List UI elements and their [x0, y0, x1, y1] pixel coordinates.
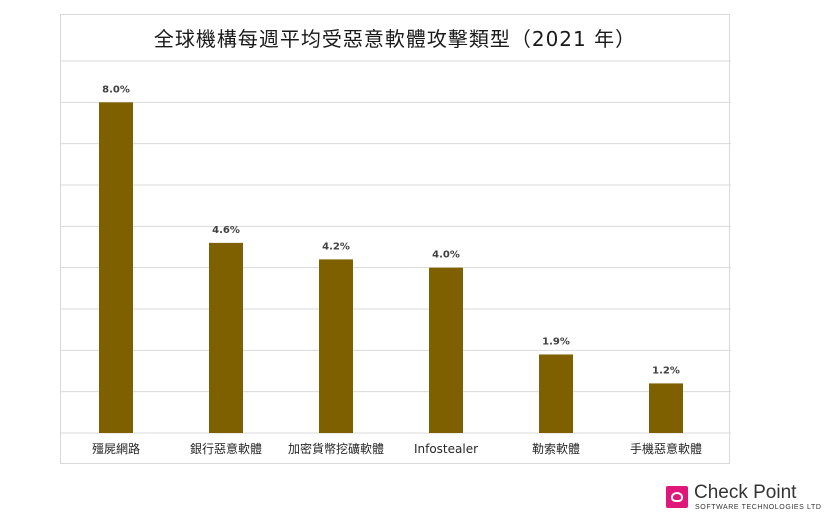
check-point-logo-icon [666, 486, 688, 508]
data-label: 8.0% [102, 84, 130, 95]
data-label: 4.2% [322, 241, 350, 252]
data-label: 1.9% [542, 336, 570, 347]
data-label: 1.2% [652, 365, 680, 376]
bar [209, 242, 243, 433]
brand-tagline: SOFTWARE TECHNOLOGIES LTD [695, 504, 822, 511]
plot-area: 8.0% 殭屍網路 4.6% 銀行惡意軟體 4.2% 加密貨幣挖礦軟體 4.0% Infost… [61, 60, 731, 456]
chart-title: 全球機構每週平均受惡意軟體攻擊類型（2021 年） [153, 27, 637, 51]
data-label: 4.0% [432, 250, 460, 261]
brand: Check Point SOFTWARE TECHNOLOGIES LTD [666, 482, 826, 518]
category-label: 勒索軟體 [532, 441, 580, 456]
category-label: 加密貨幣挖礦軟體 [288, 441, 384, 456]
category-label: 銀行惡意軟體 [190, 441, 262, 456]
bar [649, 383, 683, 433]
bar [319, 259, 353, 433]
category-label: 手機惡意軟體 [630, 441, 702, 456]
bar [99, 102, 133, 433]
bar [429, 267, 463, 433]
bar [539, 354, 573, 433]
category-label: 殭屍網路 [92, 441, 140, 456]
chart-frame: 全球機構每週平均受惡意軟體攻擊類型（2021 年） 8.0% 殭屍網路 4.6% 銀行… [60, 14, 731, 464]
data-label: 4.6% [212, 225, 240, 236]
brand-name: Check Point [694, 482, 797, 503]
category-label: Infostealer [414, 442, 478, 456]
